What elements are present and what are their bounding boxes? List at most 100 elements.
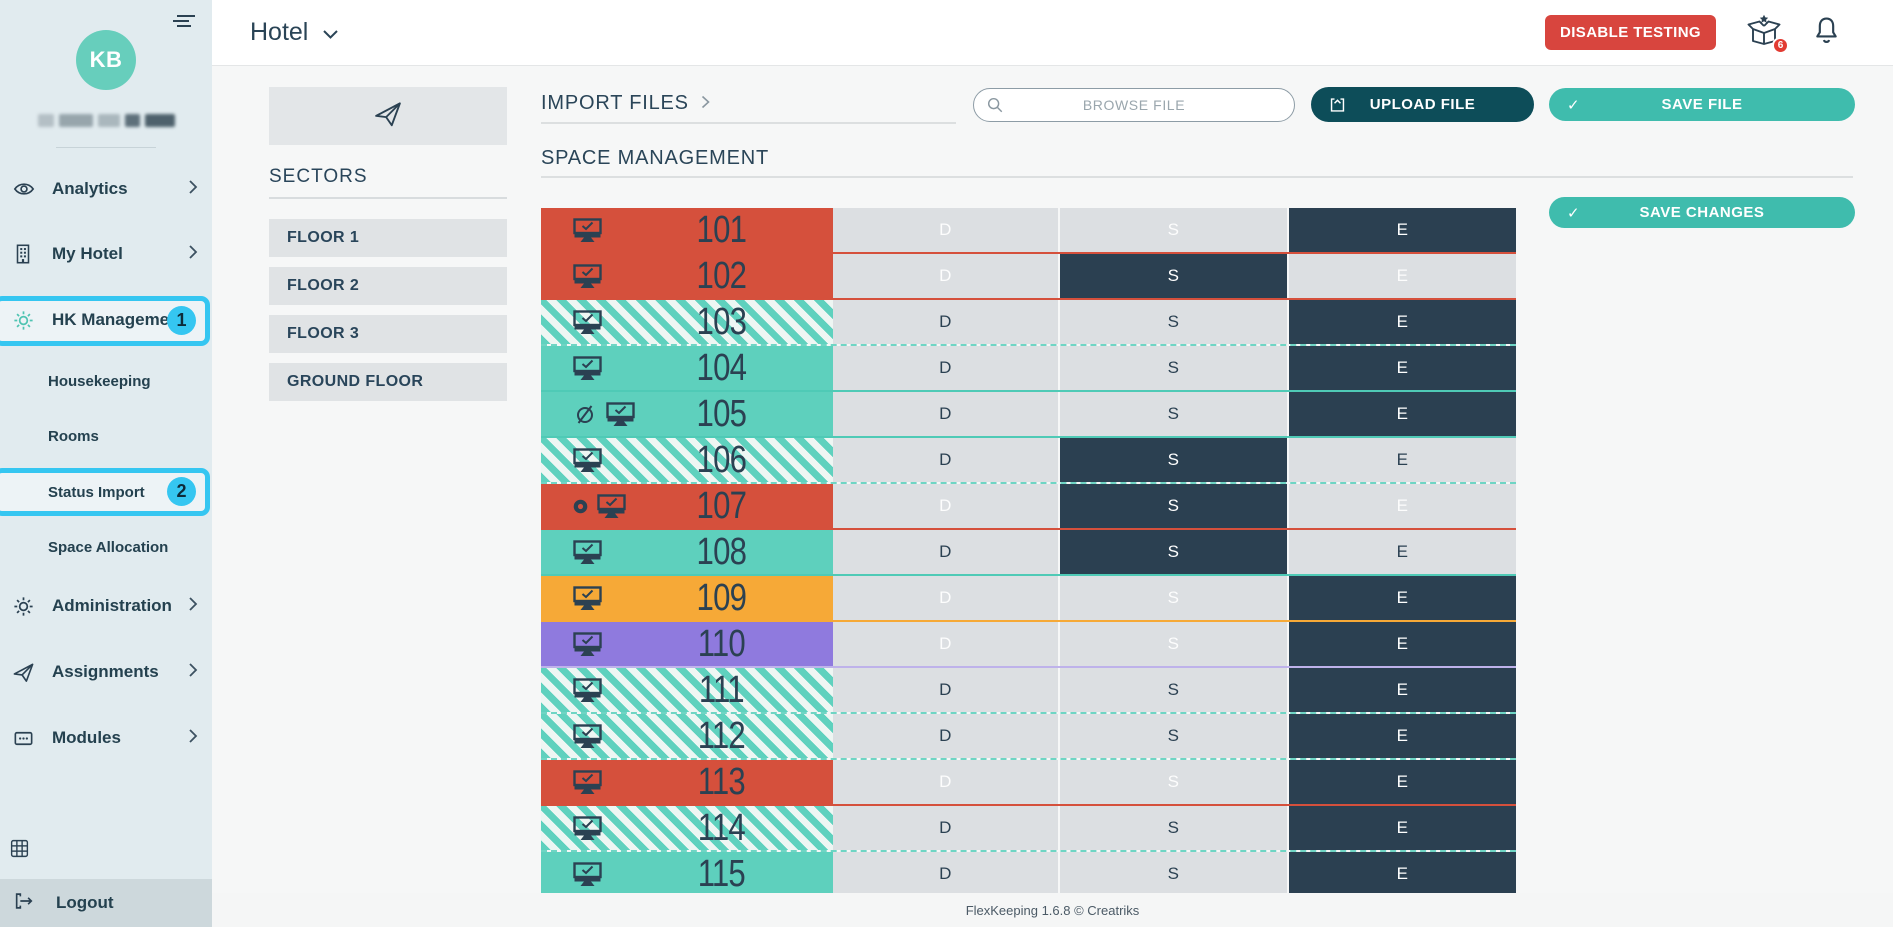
status-cell-102-d[interactable]: D — [833, 254, 1060, 298]
status-cell-112-d[interactable]: D — [833, 714, 1060, 758]
room-cell-105[interactable]: 105 — [541, 392, 833, 436]
status-cell-109-s[interactable]: S — [1060, 576, 1289, 620]
status-cell-106-s[interactable]: S — [1060, 438, 1289, 482]
status-cell-110-e[interactable]: E — [1289, 622, 1516, 666]
tutorial-step-badge-1: 1 — [167, 306, 196, 335]
status-cell-106-e[interactable]: E — [1289, 438, 1516, 482]
avatar[interactable]: KB — [76, 30, 136, 90]
status-cell-101-s[interactable]: S — [1060, 208, 1289, 252]
sidebar-item-administration[interactable]: Administration — [0, 584, 212, 628]
room-cell-106[interactable]: 106 — [541, 438, 833, 482]
status-cell-103-s[interactable]: S — [1060, 300, 1289, 344]
chevron-right-icon — [188, 728, 198, 749]
status-cell-114-s[interactable]: S — [1060, 806, 1289, 850]
sidebar-item-housekeeping[interactable]: Housekeeping — [0, 361, 212, 401]
status-cell-102-s[interactable]: S — [1060, 254, 1289, 298]
status-cell-115-d[interactable]: D — [833, 852, 1060, 896]
sidebar-item-assignments[interactable]: Assignments — [0, 650, 212, 694]
status-cell-110-d[interactable]: D — [833, 622, 1060, 666]
grid-icon[interactable] — [9, 838, 30, 864]
room-number: 110 — [697, 622, 746, 665]
save-file-button[interactable]: ✓ SAVE FILE — [1549, 88, 1855, 121]
status-cell-105-e[interactable]: E — [1289, 392, 1516, 436]
room-number: 105 — [696, 392, 747, 435]
floor-button-floor-1[interactable]: FLOOR 1 — [269, 219, 507, 257]
room-cell-103[interactable]: 103 — [541, 300, 833, 344]
room-cell-114[interactable]: 114 — [541, 806, 833, 850]
room-cell-108[interactable]: 108 — [541, 530, 833, 574]
status-cell-110-s[interactable]: S — [1060, 622, 1289, 666]
logout-button[interactable]: Logout — [0, 879, 212, 927]
disable-testing-button[interactable]: DISABLE TESTING — [1544, 15, 1716, 50]
status-cell-108-e[interactable]: E — [1289, 530, 1516, 574]
status-cell-111-s[interactable]: S — [1060, 668, 1289, 712]
save-changes-button[interactable]: ✓ SAVE CHANGES — [1549, 197, 1855, 228]
hotel-selector[interactable]: Hotel — [250, 18, 339, 47]
status-cell-104-s[interactable]: S — [1060, 346, 1289, 390]
status-cell-101-e[interactable]: E — [1289, 208, 1516, 252]
status-cell-115-e[interactable]: E — [1289, 852, 1516, 896]
browse-file-input[interactable] — [973, 88, 1295, 122]
status-cell-102-e[interactable]: E — [1289, 254, 1516, 298]
floor-button-floor-3[interactable]: FLOOR 3 — [269, 315, 507, 353]
menu-toggle-icon[interactable] — [172, 14, 196, 33]
sidebar-item-status-import[interactable]: Status Import — [0, 472, 212, 512]
room-cell-111[interactable]: 111 — [541, 668, 833, 712]
sidebar-item-my-hotel[interactable]: My Hotel — [0, 232, 212, 276]
room-cell-109[interactable]: 109 — [541, 576, 833, 620]
room-cell-102[interactable]: 102 — [541, 254, 833, 298]
status-cell-114-d[interactable]: D — [833, 806, 1060, 850]
status-cell-103-e[interactable]: E — [1289, 300, 1516, 344]
sector-plane-button[interactable] — [269, 87, 507, 145]
status-cell-107-d[interactable]: D — [833, 484, 1060, 528]
status-cell-107-s[interactable]: S — [1060, 484, 1289, 528]
room-cell-115[interactable]: 115 — [541, 852, 833, 896]
room-row-101: 101 D S E — [541, 208, 1516, 254]
status-cell-106-d[interactable]: D — [833, 438, 1060, 482]
room-cell-112[interactable]: 112 — [541, 714, 833, 758]
floor-button-ground-floor[interactable]: GROUND FLOOR — [269, 363, 507, 401]
upload-file-button[interactable]: UPLOAD FILE — [1311, 87, 1534, 122]
sidebar-item-rooms[interactable]: Rooms — [0, 416, 212, 456]
status-cell-103-d[interactable]: D — [833, 300, 1060, 344]
status-cell-112-s[interactable]: S — [1060, 714, 1289, 758]
status-cell-108-s[interactable]: S — [1060, 530, 1289, 574]
room-row-110: 110 D S E — [541, 622, 1516, 668]
status-cell-113-s[interactable]: S — [1060, 760, 1289, 804]
status-cell-114-e[interactable]: E — [1289, 806, 1516, 850]
status-cell-104-d[interactable]: D — [833, 346, 1060, 390]
status-cell-113-d[interactable]: D — [833, 760, 1060, 804]
status-cell-111-e[interactable]: E — [1289, 668, 1516, 712]
eye-icon — [12, 178, 40, 200]
sidebar-item-space-allocation[interactable]: Space Allocation — [0, 527, 212, 567]
room-cell-104[interactable]: 104 — [541, 346, 833, 390]
status-cell-105-d[interactable]: D — [833, 392, 1060, 436]
browse-file-field — [973, 88, 1295, 122]
room-number: 113 — [697, 760, 746, 803]
status-cell-112-e[interactable]: E — [1289, 714, 1516, 758]
status-cell-109-e[interactable]: E — [1289, 576, 1516, 620]
room-cell-107[interactable]: 107 — [541, 484, 833, 528]
room-cell-110[interactable]: 110 — [541, 622, 833, 666]
status-cell-111-d[interactable]: D — [833, 668, 1060, 712]
status-cell-108-d[interactable]: D — [833, 530, 1060, 574]
sidebar: KB 1 2 Analytics — [0, 0, 212, 927]
sidebar-item-hk-management[interactable]: HK Management — [0, 298, 212, 342]
content-area: SECTORS FLOOR 1 FLOOR 2 FLOOR 3 GROUND FLOO… — [212, 66, 1893, 927]
whats-new-gift-icon[interactable]: 6 — [1746, 14, 1789, 54]
room-cell-113[interactable]: 113 — [541, 760, 833, 804]
status-cell-104-e[interactable]: E — [1289, 346, 1516, 390]
monitor-check-icon — [573, 723, 602, 748]
status-cell-101-d[interactable]: D — [833, 208, 1060, 252]
status-cell-107-e[interactable]: E — [1289, 484, 1516, 528]
status-cell-109-d[interactable]: D — [833, 576, 1060, 620]
floor-button-floor-2[interactable]: FLOOR 2 — [269, 267, 507, 305]
status-cell-105-s[interactable]: S — [1060, 392, 1289, 436]
sidebar-subitem-label: Housekeeping — [48, 372, 151, 390]
notifications-bell-icon[interactable] — [1812, 15, 1841, 51]
status-cell-113-e[interactable]: E — [1289, 760, 1516, 804]
room-cell-101[interactable]: 101 — [541, 208, 833, 252]
sidebar-item-modules[interactable]: Modules — [0, 716, 212, 760]
sidebar-item-analytics[interactable]: Analytics — [0, 167, 212, 211]
status-cell-115-s[interactable]: S — [1060, 852, 1289, 896]
